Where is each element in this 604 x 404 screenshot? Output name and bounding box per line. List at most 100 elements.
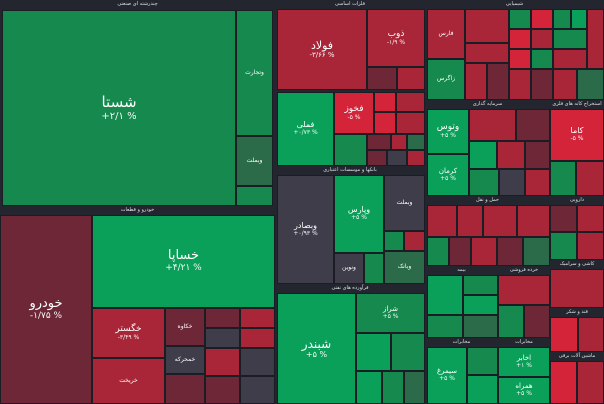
tile-small[interactable] xyxy=(525,141,550,169)
tile-small[interactable] xyxy=(469,109,516,141)
tile-small[interactable] xyxy=(367,150,387,166)
tile-shebandar[interactable]: شبندر +۵ % xyxy=(277,293,356,404)
tile-small[interactable]: خکاوه xyxy=(165,308,205,346)
tile-small[interactable] xyxy=(205,308,240,328)
tile-small[interactable] xyxy=(553,29,587,49)
tile-small[interactable] xyxy=(553,49,587,69)
tile-vatos[interactable]: وتوس +۵ % xyxy=(427,109,469,154)
tile-small[interactable] xyxy=(382,371,404,404)
tile-small[interactable] xyxy=(384,231,404,251)
tile-small[interactable] xyxy=(587,9,604,69)
tile-small[interactable]: ونوین xyxy=(334,253,364,284)
tile-small[interactable] xyxy=(497,141,525,169)
tile-small[interactable] xyxy=(550,232,577,260)
tile-small[interactable] xyxy=(483,205,517,237)
tile-small[interactable] xyxy=(577,361,604,404)
tile-small[interactable] xyxy=(498,275,550,305)
tile-small[interactable] xyxy=(471,237,497,266)
tile-simorgh[interactable]: سیمرغ +۵ % xyxy=(427,347,467,404)
tile-small[interactable] xyxy=(457,205,483,237)
tile-small[interactable] xyxy=(427,237,449,266)
tile-small[interactable] xyxy=(240,308,275,328)
tile-zob[interactable]: ذوب -۱/۹ % xyxy=(367,9,425,67)
tile-small[interactable]: زاگرس xyxy=(427,59,465,100)
tile-small[interactable] xyxy=(467,347,498,375)
tile-small[interactable] xyxy=(525,169,550,196)
tile-small[interactable] xyxy=(449,237,471,266)
tile-khegostar[interactable]: خگستر -۳/۴۹ % xyxy=(92,308,165,358)
tile-small[interactable] xyxy=(236,186,273,206)
tile-small[interactable]: خمحرکه xyxy=(165,346,205,374)
tile-small[interactable] xyxy=(467,375,498,404)
tile-small[interactable] xyxy=(427,205,457,237)
tile-small[interactable] xyxy=(364,253,384,284)
tile-small[interactable] xyxy=(367,67,397,90)
tile-small[interactable] xyxy=(531,9,553,29)
tile-small[interactable] xyxy=(463,315,498,338)
tile-small[interactable] xyxy=(240,348,275,376)
tile-khapa[interactable]: خساپا +۴/۲۱ % xyxy=(92,215,275,308)
tile-small[interactable] xyxy=(499,169,525,196)
tile-small[interactable] xyxy=(516,109,550,141)
tile-small[interactable] xyxy=(531,49,553,69)
tile-small[interactable] xyxy=(509,29,531,49)
tile-small[interactable]: خریخت xyxy=(92,358,165,404)
tile-sheraz[interactable]: شراز +۵ % xyxy=(356,293,425,333)
tile-small[interactable] xyxy=(550,361,577,404)
tile-fakhouz[interactable]: فخوز -۵ % xyxy=(334,92,374,134)
tile-foulad[interactable]: فولاد -۳/۶۶ % xyxy=(277,9,367,90)
tile-small[interactable] xyxy=(577,232,604,260)
tile-small[interactable] xyxy=(367,134,391,150)
tile-small[interactable] xyxy=(404,231,425,251)
tile-small[interactable] xyxy=(374,112,396,134)
tile-shasta[interactable]: شستا +۲/۱ % xyxy=(2,10,236,206)
tile-small[interactable] xyxy=(463,295,498,315)
tile-small[interactable] xyxy=(465,43,509,63)
tile-small[interactable] xyxy=(463,275,498,295)
tile-small[interactable] xyxy=(407,134,425,150)
tile-small[interactable] xyxy=(577,205,604,232)
tile-small[interactable] xyxy=(427,315,463,338)
tile-small[interactable]: فارس xyxy=(427,9,465,59)
tile-small[interactable] xyxy=(165,374,205,404)
tile-small[interactable] xyxy=(205,328,240,348)
tile-small[interactable] xyxy=(469,141,497,169)
tile-kama[interactable]: کاما -۵ % xyxy=(550,109,604,161)
tile-small[interactable] xyxy=(374,92,396,112)
tile-small[interactable] xyxy=(487,63,509,100)
tile-small[interactable] xyxy=(550,269,604,308)
tile-small[interactable] xyxy=(509,69,531,100)
tile-khodro[interactable]: خودرو -۱/۷۵ % xyxy=(0,215,92,404)
tile-kerman[interactable]: کرمان +۵ % xyxy=(427,154,469,196)
tile-small[interactable] xyxy=(396,92,425,112)
tile-small[interactable]: وبملت xyxy=(236,136,273,186)
tile-hamrah[interactable]: همراه +۵ % xyxy=(498,377,550,404)
tile-small[interactable] xyxy=(404,371,425,404)
tile-small[interactable]: وبملت xyxy=(384,175,425,231)
tile-akhaber[interactable]: اخابر +۱ % xyxy=(498,347,550,377)
tile-small[interactable] xyxy=(498,305,524,338)
tile-vebsader[interactable]: وبصادر +۰/۹۳ % xyxy=(277,175,334,284)
tile-small[interactable] xyxy=(524,305,550,338)
tile-small[interactable] xyxy=(553,69,577,100)
tile-small[interactable] xyxy=(517,205,550,237)
tile-small[interactable] xyxy=(550,205,577,232)
tile-small[interactable] xyxy=(205,348,240,376)
tile-small[interactable] xyxy=(387,150,407,166)
tile-small[interactable] xyxy=(578,317,604,352)
tile-small[interactable] xyxy=(497,237,523,266)
tile-small[interactable] xyxy=(576,161,604,196)
tile-small[interactable] xyxy=(240,328,275,348)
tile-vpars[interactable]: وپارس +۵ % xyxy=(334,175,384,253)
tile-small[interactable] xyxy=(205,376,240,404)
tile-small[interactable] xyxy=(356,333,391,371)
tile-small[interactable] xyxy=(391,134,407,150)
tile-small[interactable] xyxy=(509,49,531,69)
tile-small[interactable] xyxy=(531,29,553,49)
tile-small[interactable] xyxy=(577,69,604,100)
tile-small[interactable] xyxy=(531,69,553,100)
tile-small[interactable] xyxy=(391,333,425,371)
tile-small[interactable] xyxy=(397,67,425,90)
tile-small[interactable] xyxy=(571,9,587,29)
tile-small[interactable] xyxy=(427,275,463,315)
